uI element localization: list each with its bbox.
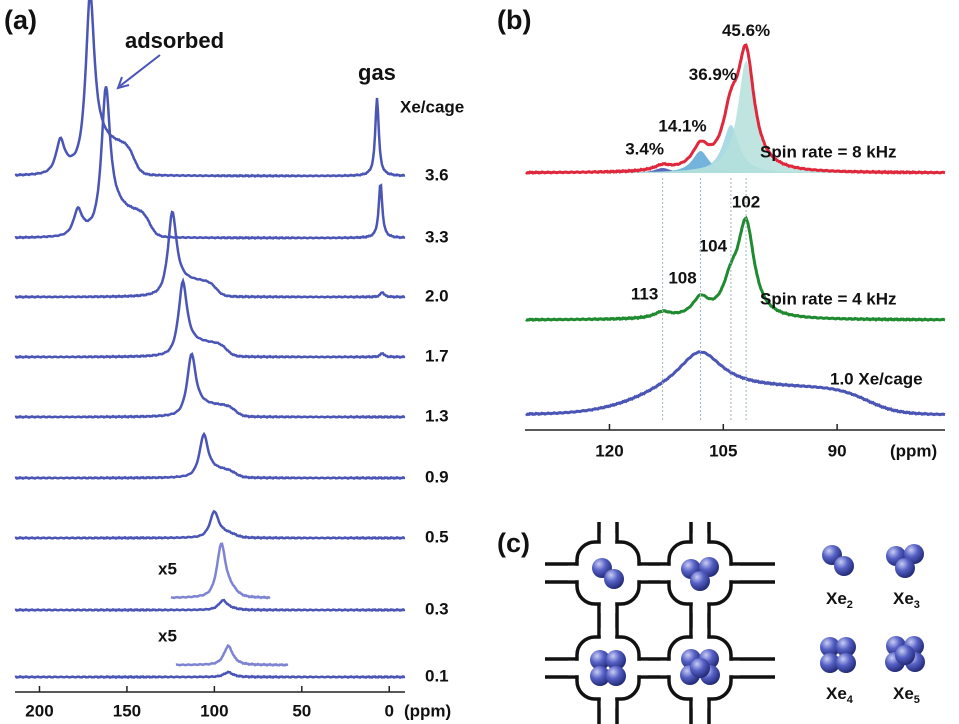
- cluster-symbol: Xe: [826, 589, 847, 608]
- percent-label: 3.4%: [625, 140, 664, 159]
- peak-label: 108: [668, 268, 696, 287]
- arrow: [120, 55, 160, 86]
- xenon-atom: [690, 658, 710, 678]
- legend-title: Xe/cage: [400, 97, 464, 116]
- inset-spectrum: [171, 544, 270, 598]
- x-tick-label: 100: [200, 701, 228, 720]
- x-tick-label: 90: [828, 441, 847, 460]
- spectrum: [15, 511, 405, 538]
- loading-label: 3.3: [425, 227, 449, 246]
- x-tick-label: 200: [25, 701, 53, 720]
- loading-label: 0.9: [425, 467, 449, 486]
- inset-label: x5: [158, 559, 177, 578]
- panel-label: (b): [497, 5, 531, 35]
- cluster-symbol: Xe: [893, 589, 914, 608]
- peak-label: 113: [631, 285, 658, 304]
- cluster-label: Xe2: [826, 589, 853, 610]
- cluster-symbol: Xe: [826, 684, 847, 703]
- cluster-label: Xe3: [893, 589, 920, 610]
- loading-label: 1.3: [425, 406, 449, 425]
- inset-spectrum: [176, 646, 288, 666]
- spectrum: [15, 86, 405, 238]
- spectrum: [15, 600, 405, 611]
- x-tick-label: 150: [113, 701, 141, 720]
- spectrum: [15, 212, 405, 297]
- spectrum: [15, 0, 405, 176]
- x-tick-label: 50: [292, 701, 311, 720]
- loading-label: 0.1: [425, 666, 449, 685]
- loading-label: 1.7: [425, 346, 449, 365]
- series-label: 1.0 Xe/cage: [830, 369, 923, 388]
- x-unit: (ppm): [890, 441, 937, 460]
- percent-label: 45.6%: [722, 21, 770, 40]
- cluster-symbol: Xe: [893, 684, 914, 703]
- cluster-subscript: 3: [914, 599, 920, 611]
- figure: (a) adsorbed gas Xe/cage (b) (c) Xe2Xe3X…: [0, 0, 959, 724]
- cluster-subscript: 4: [847, 694, 854, 706]
- series-label: Spin rate = 8 kHz: [760, 142, 897, 161]
- cluster-label: Xe5: [893, 684, 920, 705]
- percent-label: 14.1%: [658, 117, 706, 136]
- x-unit: (ppm): [404, 701, 451, 720]
- annotation: adsorbed: [125, 28, 224, 53]
- loading-label: 3.6: [425, 165, 449, 184]
- spectrum: [15, 354, 405, 417]
- xenon-atom: [836, 653, 856, 673]
- spectrum: [15, 281, 405, 358]
- xenon-atom: [606, 666, 626, 686]
- annotation: gas: [358, 60, 396, 85]
- x-tick-label: 0: [385, 701, 394, 720]
- series-label: Spin rate = 4 kHz: [760, 289, 897, 308]
- cluster-subscript: 5: [914, 694, 920, 706]
- peak-label: 104: [699, 236, 728, 255]
- xenon-atom: [895, 645, 915, 665]
- percent-label: 36.9%: [689, 65, 737, 84]
- x-tick-label: 120: [595, 441, 623, 460]
- loading-label: 0.5: [425, 527, 449, 546]
- inset-label: x5: [158, 626, 177, 645]
- cluster-subscript: 2: [847, 599, 853, 611]
- xenon-atom: [834, 556, 854, 576]
- spectrum: [15, 672, 405, 678]
- spectrum: [15, 434, 405, 478]
- loading-label: 0.3: [425, 599, 449, 618]
- loading-label: 2.0: [425, 286, 449, 305]
- cluster-label: Xe4: [826, 684, 854, 705]
- x-tick-label: 105: [709, 441, 737, 460]
- xenon-atom: [604, 569, 624, 589]
- panel-label: (c): [497, 528, 530, 558]
- panel-label: (a): [4, 5, 37, 35]
- xenon-atom: [895, 558, 915, 578]
- xenon-atom: [690, 571, 710, 591]
